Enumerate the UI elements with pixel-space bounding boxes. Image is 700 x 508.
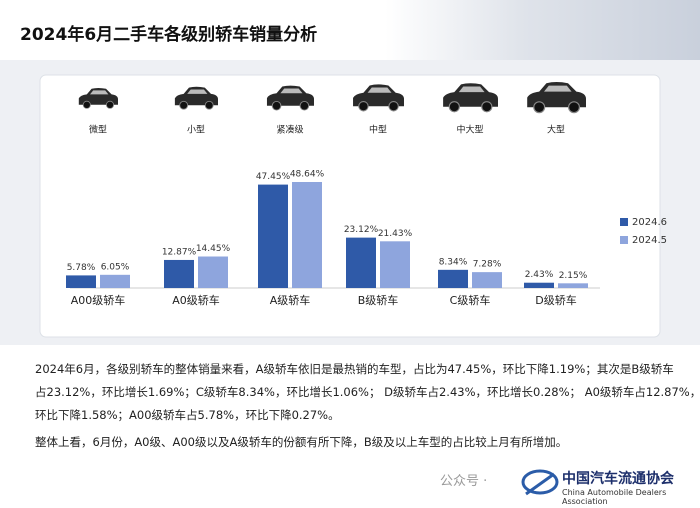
bar (438, 269, 468, 288)
wheel (204, 100, 214, 110)
car-icon (78, 88, 118, 109)
value-label: 23.12% (344, 225, 379, 235)
text-block: 2024年6月，各级别轿车的整体销量来看，A级轿车依旧是最热销的车型，占比为47… (35, 358, 700, 458)
bar (558, 283, 588, 288)
car-icon (443, 83, 498, 113)
x-tick-label: B级轿车 (358, 293, 399, 307)
bar (66, 275, 96, 288)
wheel (358, 101, 369, 112)
segment-label: 微型 (89, 124, 107, 136)
value-label: 14.45% (196, 244, 231, 254)
text-line: 占23.12%，环比增长1.69%；C级轿车8.34%，环比增长1.06%； D… (35, 385, 700, 399)
wheel (448, 101, 460, 113)
bar (472, 272, 502, 288)
bar (258, 184, 288, 288)
wheel (106, 100, 115, 109)
wheel (388, 101, 399, 112)
segment-label: 中型 (369, 124, 387, 136)
org-name-en: China Automobile Dealers Association (562, 488, 667, 506)
text-line: 2024年6月，各级别轿车的整体销量来看，A级轿车依旧是最热销的车型，占比为47… (35, 362, 674, 376)
value-label: 12.87% (162, 247, 197, 257)
car-window (367, 87, 392, 93)
car-window (90, 90, 109, 95)
paragraph: 整体上看，6月份，A0级、A00级以及A级轿车的份额有所下降，B级及以上车型的占… (35, 431, 700, 454)
car-body (174, 86, 218, 106)
value-label: 48.64% (290, 170, 325, 180)
car-body (353, 84, 404, 107)
bar (524, 282, 554, 288)
value-label: 5.78% (67, 263, 96, 273)
value-label: 6.05% (101, 262, 130, 272)
bar (380, 241, 410, 288)
footer: 公众号 · 中国汽车流通协会 China Automobile Dealers … (440, 466, 700, 506)
x-tick-label: A级轿车 (270, 293, 311, 307)
car-body (266, 85, 314, 106)
wheel (179, 100, 189, 110)
value-label: 8.34% (439, 257, 468, 267)
value-label: 7.28% (473, 260, 502, 270)
bar (346, 237, 376, 288)
x-tick-label: C级轿车 (450, 293, 491, 307)
text-line: 整体上看，6月份，A0级、A00级以及A级轿车的份额有所下降，B级及以上车型的占… (35, 435, 568, 449)
x-tick-label: D级轿车 (535, 293, 576, 307)
text-line: 环比下降1.58%；A00级轿车占5.78%，环比下降0.27%。 (35, 408, 340, 422)
car-window (544, 85, 572, 92)
chart-panel (39, 74, 661, 338)
car-window (280, 88, 303, 94)
value-label: 47.45% (256, 172, 291, 182)
org-name: 中国汽车流通协会 (562, 471, 674, 487)
paragraph: 2024年6月，各级别轿车的整体销量来看，A级轿车依旧是最热销的车型，占比为47… (35, 358, 700, 427)
car-window (187, 89, 208, 94)
wheel (82, 100, 91, 109)
watermark: 公众号 · (440, 474, 488, 489)
wheel (299, 100, 310, 111)
car-icon (527, 82, 586, 114)
legend-label: 2024.6 (632, 217, 667, 228)
legend-swatch (620, 218, 628, 226)
x-tick-label: A00级轿车 (71, 293, 126, 307)
bar (164, 259, 194, 288)
value-label: 2.15% (559, 271, 588, 281)
legend-label: 2024.5 (632, 235, 667, 246)
segment-label: 中大型 (456, 124, 483, 136)
wheel (481, 101, 493, 113)
bar (292, 182, 322, 288)
logo (521, 469, 559, 496)
car-window (458, 86, 485, 93)
value-label: 21.43% (378, 229, 413, 239)
segment-label: 紧凑级 (276, 124, 303, 136)
car-body (527, 82, 586, 108)
legend-swatch (620, 236, 628, 244)
x-tick-label: A0级轿车 (172, 293, 220, 307)
wheel (568, 101, 581, 114)
segment-label: 大型 (547, 124, 565, 136)
car-body (78, 88, 118, 105)
car-icon (266, 85, 314, 111)
bar (198, 256, 228, 288)
value-label: 2.43% (525, 270, 554, 280)
car-icon (353, 84, 404, 112)
segment-label: 小型 (187, 125, 205, 136)
car-body (443, 83, 498, 107)
bar (100, 274, 130, 288)
car-icon (174, 86, 218, 110)
header: 2024年6月二手车各级别轿车销量分析 (0, 0, 700, 60)
wheel (533, 101, 546, 114)
wheel (271, 100, 282, 111)
chart: 5.78% 6.05% A00级轿车 12.87% 14.45% A0级轿车 47.45% 4… (39, 74, 667, 338)
title: 2024年6月二手车各级别轿车销量分析 (20, 25, 318, 45)
